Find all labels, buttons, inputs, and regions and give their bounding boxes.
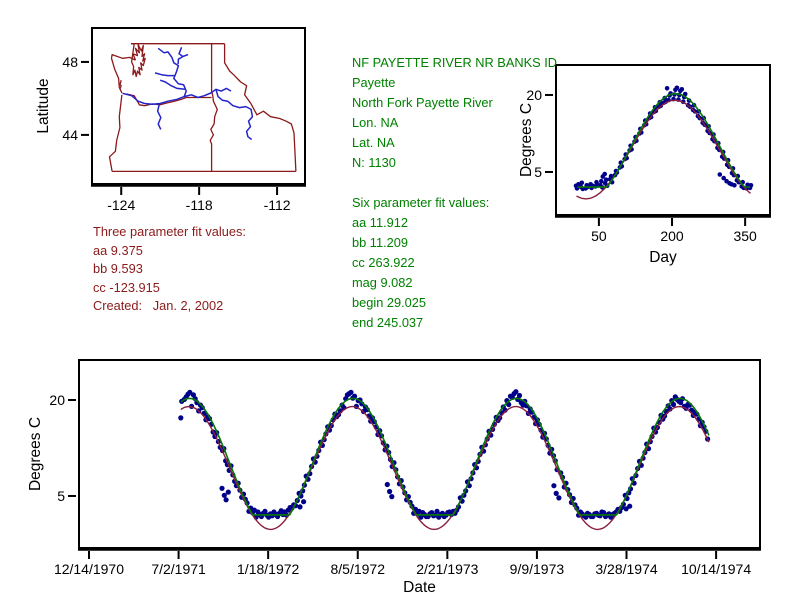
station-info-line: mag 9.082	[352, 275, 413, 290]
six-parameter-fit-curve	[577, 92, 750, 188]
state-borders	[108, 43, 297, 173]
seasonal-day-plot: 50 200 350 20 5 Day Degrees C	[518, 64, 771, 266]
y-tick-label: 5	[57, 488, 65, 504]
three-param-line: aa 9.375	[93, 242, 143, 258]
three-param-line: Three parameter fit values:	[93, 224, 246, 239]
x-tick-label: 8/5/1972	[331, 561, 386, 577]
y-tick-label: 48	[62, 54, 78, 70]
station-info-line: cc 263.922	[352, 255, 415, 270]
x-axis-title: Day	[649, 249, 677, 266]
six-parameter-fit-curve	[180, 397, 710, 516]
station-info-line: Lat. NA	[352, 135, 395, 150]
station-info-line: Lon. NA	[352, 115, 399, 130]
y-axis-title: Degrees C	[27, 417, 44, 491]
station-info-line: begin 29.025	[352, 295, 427, 310]
station-info-line: Six parameter fit values:	[352, 195, 490, 210]
three-param-line: cc -123.915	[93, 279, 160, 295]
x-tick-label: 1/18/1972	[237, 561, 299, 577]
three-param-line: Created: Jan. 2, 2002	[93, 298, 224, 313]
station-info-block: NF PAYETTE RIVER NR BANKS ID Payette North…	[352, 53, 557, 333]
x-tick-label: 2/21/1973	[416, 561, 478, 577]
river-line	[154, 72, 176, 77]
x-tick-label: 50	[591, 228, 607, 244]
station-info-line: bb 11.209	[352, 235, 408, 250]
river-line	[215, 89, 254, 141]
state-border-line	[126, 93, 212, 107]
x-tick-label: 12/14/1970	[54, 561, 124, 577]
state-border-line	[110, 53, 136, 94]
station-info-line: N: 1130	[352, 155, 396, 170]
x-tick-label: -118	[186, 197, 213, 213]
y-tick-label: 20	[526, 87, 542, 103]
three-param-line: bb 9.593	[93, 261, 143, 276]
data-points	[573, 85, 754, 192]
river-line	[159, 79, 185, 91]
river-line	[182, 53, 189, 58]
station-info-line: NF PAYETTE RIVER NR BANKS ID	[352, 55, 558, 70]
station-info-line: end 245.037	[352, 315, 424, 330]
three-parameter-sine-fit-curve	[576, 99, 751, 200]
y-tick-label: 20	[49, 392, 65, 408]
station-info-line: Payette	[352, 75, 396, 90]
x-tick-label: 7/2/1971	[151, 561, 206, 577]
station-info-line: aa 11.912	[352, 215, 408, 230]
x-axis-title: Date	[403, 579, 436, 596]
station-info-line	[352, 173, 557, 193]
plot-box	[555, 64, 771, 216]
site-map: -124 -118 -112 48 44 Latitude	[35, 27, 306, 213]
x-tick-label: 10/14/1974	[681, 561, 751, 577]
plot-box	[78, 359, 761, 549]
state-border-line	[108, 94, 123, 172]
time-series-plot: 12/14/1970 7/2/1971 1/18/1972 8/5/1972 2/21/…	[27, 359, 761, 596]
station-info-line: North Fork Payette River	[352, 95, 493, 110]
y-axis-title: Latitude	[35, 78, 52, 133]
plot-box	[91, 27, 306, 185]
state-border-line	[209, 43, 218, 172]
river-line	[122, 47, 187, 106]
data-points	[178, 389, 711, 520]
y-tick-label: 44	[62, 127, 78, 143]
river-line	[177, 47, 184, 65]
y-axis-title: Degrees C	[518, 103, 535, 177]
x-tick-label: 350	[733, 228, 757, 244]
x-tick-label: 3/28/1974	[595, 561, 657, 577]
x-tick-label: 9/9/1973	[510, 561, 565, 577]
three-param-block: Three parameter fit values: aa 9.375 bb 9.…	[93, 223, 246, 316]
x-tick-label: 200	[660, 228, 684, 244]
x-tick-label: -124	[107, 197, 135, 213]
y-tick-label: 5	[534, 164, 542, 180]
state-border-line	[223, 43, 297, 172]
river-line	[184, 87, 232, 99]
x-tick-label: -112	[264, 197, 291, 213]
river-line	[156, 103, 162, 130]
state-border-line	[119, 80, 122, 90]
rivers	[122, 47, 254, 141]
state-border-line	[130, 43, 146, 78]
